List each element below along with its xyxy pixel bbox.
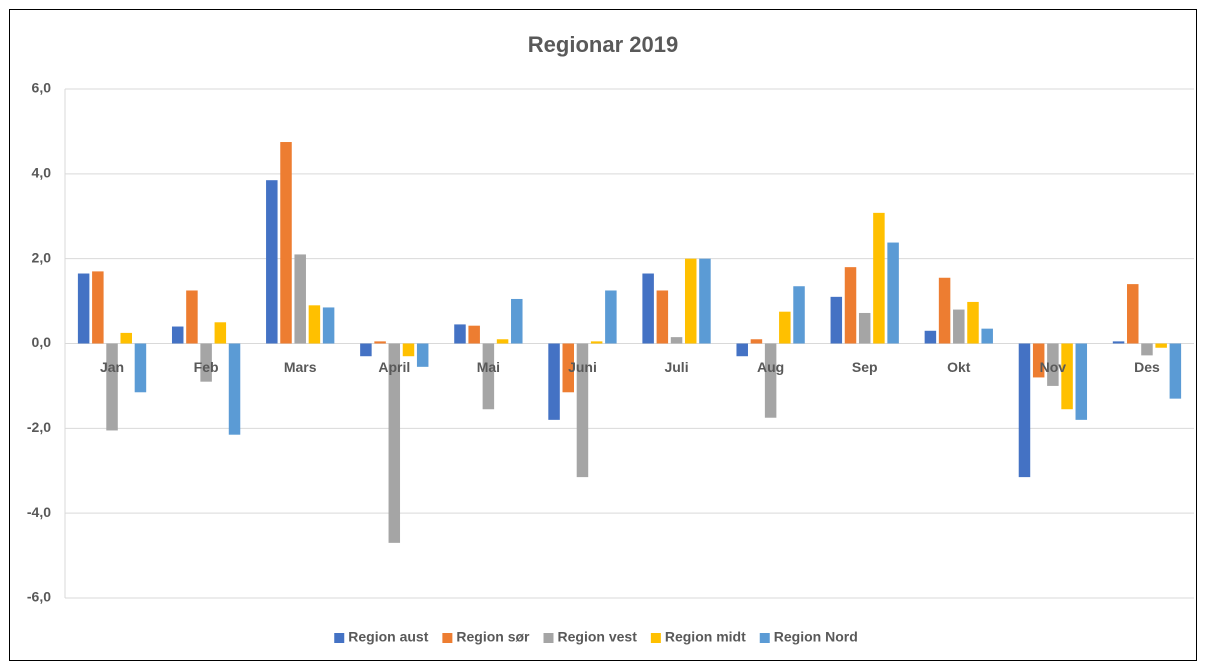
bar — [750, 339, 763, 344]
y-tick-label: -6,0 — [27, 589, 51, 605]
bar — [294, 254, 306, 344]
bar — [1018, 343, 1031, 478]
bar — [77, 273, 90, 344]
legend-label: Region Nord — [774, 629, 858, 645]
y-tick-label: 0,0 — [32, 334, 52, 350]
y-tick-label: -4,0 — [27, 504, 51, 520]
bar — [308, 305, 321, 344]
bar — [981, 328, 993, 344]
bar — [322, 307, 335, 344]
bar — [454, 324, 466, 344]
bar — [858, 312, 871, 344]
bar — [562, 343, 575, 393]
x-tick-label: April — [378, 359, 410, 375]
bar — [844, 267, 857, 344]
bar — [214, 322, 227, 344]
bar — [360, 343, 372, 357]
bar — [576, 343, 589, 478]
legend-label: Region vest — [558, 629, 638, 645]
bar — [764, 343, 777, 418]
bar — [1075, 343, 1088, 420]
bar — [511, 298, 523, 344]
bar — [280, 142, 292, 344]
bar — [468, 325, 480, 344]
bar — [548, 343, 560, 420]
bar — [924, 330, 937, 344]
bar — [1141, 343, 1153, 356]
x-tick-label: Juni — [568, 359, 597, 375]
bar — [1047, 343, 1059, 386]
x-tick-label: Nov — [1040, 359, 1067, 375]
bar — [1032, 343, 1045, 378]
bar — [374, 341, 386, 344]
bar — [1112, 341, 1125, 344]
bar — [1155, 343, 1167, 348]
bar — [134, 343, 147, 393]
bar — [779, 311, 791, 344]
legend-swatch — [543, 633, 554, 643]
bar — [496, 339, 509, 344]
bar — [699, 258, 711, 344]
x-tick-label: Sep — [852, 359, 878, 375]
bar — [793, 286, 805, 344]
bar — [736, 343, 748, 357]
x-tick-label: Aug — [757, 359, 784, 375]
bar — [605, 290, 617, 344]
bar — [1169, 343, 1182, 399]
bar — [887, 242, 899, 344]
legend-swatch — [334, 633, 345, 643]
x-tick-label: Feb — [194, 359, 219, 375]
bar — [1061, 343, 1073, 410]
x-tick-label: Okt — [947, 359, 971, 375]
legend-label: Region aust — [348, 629, 428, 645]
bar — [200, 343, 212, 382]
x-tick-label: Jan — [100, 359, 124, 375]
bar — [684, 258, 697, 344]
bar — [106, 343, 118, 431]
bar — [120, 332, 132, 344]
bar — [388, 343, 401, 543]
x-tick-label: Des — [1134, 359, 1160, 375]
bar — [228, 343, 241, 435]
bar — [482, 343, 495, 410]
y-tick-label: 2,0 — [32, 249, 52, 265]
bar — [186, 290, 198, 344]
legend-swatch — [650, 633, 661, 643]
bar — [953, 309, 965, 344]
bar — [92, 271, 104, 344]
bar — [171, 326, 184, 344]
bar — [642, 273, 654, 344]
bar — [830, 296, 843, 344]
legend-swatch — [442, 633, 453, 643]
bar — [967, 301, 979, 344]
bar — [938, 277, 951, 344]
x-tick-label: Mai — [477, 359, 500, 375]
bar — [266, 180, 278, 344]
x-tick-label: Mars — [284, 359, 317, 375]
bar — [670, 337, 683, 344]
bar — [590, 341, 603, 344]
y-tick-label: 4,0 — [32, 165, 52, 181]
y-tick-label: 6,0 — [32, 80, 52, 96]
legend-label: Region sør — [456, 629, 530, 645]
legend-swatch — [759, 633, 770, 643]
bar — [1127, 284, 1139, 344]
bar — [656, 290, 669, 344]
bar — [873, 212, 885, 344]
x-tick-label: Juli — [664, 359, 688, 375]
y-tick-label: -2,0 — [27, 419, 51, 435]
bar — [416, 343, 429, 367]
chart-title: Regionar 2019 — [528, 32, 678, 57]
bar — [402, 343, 415, 357]
legend-label: Region midt — [665, 629, 746, 645]
chart-border — [9, 9, 1197, 661]
